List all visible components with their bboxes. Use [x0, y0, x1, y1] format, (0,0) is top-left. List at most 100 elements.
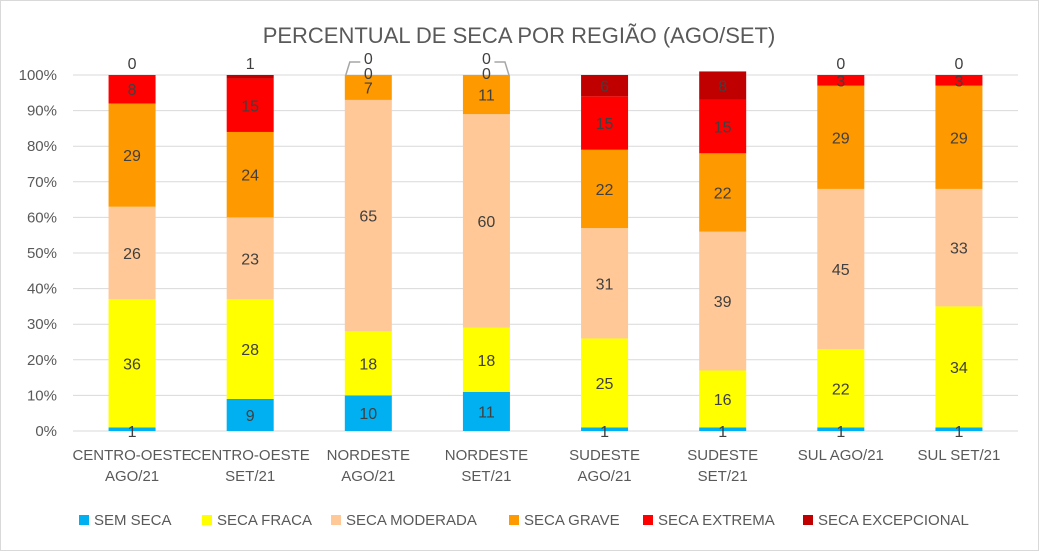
bar-segment [581, 75, 629, 97]
bar-segment [226, 131, 274, 218]
bar-segment [935, 427, 983, 431]
x-tick-label: AGO/21 [577, 468, 631, 485]
data-label: 65 [359, 209, 377, 226]
data-label: 15 [596, 116, 614, 133]
legend-swatch [509, 515, 519, 525]
y-tick-label: 30% [27, 316, 57, 333]
legend-item: SECA GRAVE [509, 512, 620, 529]
bar-segment [935, 188, 983, 307]
data-label: 10 [359, 406, 377, 423]
legend-item: SECA EXCEPCIONAL [803, 512, 969, 529]
data-label: 9 [246, 408, 255, 425]
bar-segment [817, 349, 865, 428]
legend-label: SEM SECA [94, 512, 172, 529]
bar-segment [699, 427, 747, 431]
data-label: 18 [359, 356, 377, 373]
bar-segment [462, 75, 510, 115]
legend-label: SECA MODERADA [346, 512, 477, 529]
bar-segment [581, 96, 629, 150]
legend-swatch [643, 515, 653, 525]
data-label: 0 [954, 56, 963, 73]
data-label: 22 [714, 185, 732, 202]
data-label: 6 [600, 79, 609, 96]
x-tick-label: CENTRO-OESTE [72, 447, 191, 464]
data-label: 23 [241, 251, 259, 268]
bar-segment [699, 370, 747, 428]
bar-segment [935, 85, 983, 189]
y-tick-label: 90% [27, 103, 57, 120]
data-label: 25 [596, 376, 614, 393]
bar-segment [817, 188, 865, 350]
x-tick-label: AGO/21 [341, 468, 395, 485]
bar-segment [462, 114, 510, 328]
data-label: 29 [832, 130, 850, 147]
x-tick-label: CENTRO-OESTE [191, 447, 310, 464]
data-label: 15 [714, 120, 732, 137]
data-label: 1 [954, 424, 963, 441]
x-tick-label: NORDESTE [327, 447, 410, 464]
bar-segment [581, 338, 629, 428]
data-label: 29 [950, 130, 968, 147]
x-tick-label: NORDESTE [445, 447, 528, 464]
data-label: 60 [478, 214, 496, 231]
x-tick-label: SUL AGO/21 [798, 447, 884, 464]
bar-segment [699, 71, 747, 100]
bar-segment [226, 299, 274, 399]
x-tick-label: SET/21 [461, 468, 511, 485]
bar-segment [581, 149, 629, 229]
legend-label: SECA FRACA [217, 512, 312, 529]
legend-label: SECA GRAVE [524, 512, 620, 529]
data-label: 22 [832, 381, 850, 398]
data-label: 3 [954, 73, 963, 90]
data-label: 39 [714, 294, 732, 311]
bar-segment [108, 206, 156, 300]
legend-swatch [803, 515, 813, 525]
data-label: 0 [364, 66, 373, 83]
bar-segment [581, 228, 629, 339]
bar-segment [699, 99, 747, 154]
bar-segment [344, 75, 392, 100]
legend-item: SEM SECA [79, 512, 172, 529]
y-tick-label: 0% [35, 423, 57, 440]
bar-segment [226, 398, 274, 431]
data-label: 0 [482, 66, 491, 83]
y-tick-label: 70% [27, 174, 57, 191]
leader-line [494, 61, 510, 76]
legend-swatch [202, 515, 212, 525]
data-label: 18 [478, 353, 496, 370]
x-tick-label: SUDESTE [687, 447, 758, 464]
x-tick-label: SUL SET/21 [918, 447, 1001, 464]
legend-swatch [79, 515, 89, 525]
legend-item: SECA FRACA [202, 512, 312, 529]
data-label: 3 [836, 73, 845, 90]
data-label: 1 [128, 424, 137, 441]
y-tick-label: 50% [27, 245, 57, 262]
data-label: 0 [128, 56, 137, 73]
data-label: 1 [246, 56, 255, 73]
data-label: 1 [836, 424, 845, 441]
data-label: 11 [478, 88, 495, 105]
bar-segment [344, 331, 392, 396]
data-label: 1 [718, 424, 727, 441]
data-label: 16 [714, 392, 732, 409]
data-label: 7 [364, 80, 373, 97]
bar-segment [462, 391, 510, 431]
bar-segment [344, 99, 392, 332]
bar-segment [344, 395, 392, 431]
y-tick-label: 60% [27, 209, 57, 226]
data-label: 31 [596, 276, 614, 293]
data-label: 33 [950, 241, 968, 258]
data-label: 36 [123, 356, 141, 373]
legend-label: SECA EXTREMA [658, 512, 775, 529]
bar-segment [226, 217, 274, 300]
legend-item: SECA EXTREMA [643, 512, 775, 529]
bar-segment [817, 75, 865, 86]
data-label: 11 [478, 404, 495, 421]
x-tick-label: SET/21 [225, 468, 275, 485]
legend-label: SECA EXCEPCIONAL [818, 512, 969, 529]
chart-title: PERCENTUAL DE SECA POR REGIÃO (AGO/SET) [263, 23, 776, 48]
bar-segment [108, 427, 156, 431]
data-label: 0 [482, 51, 491, 68]
